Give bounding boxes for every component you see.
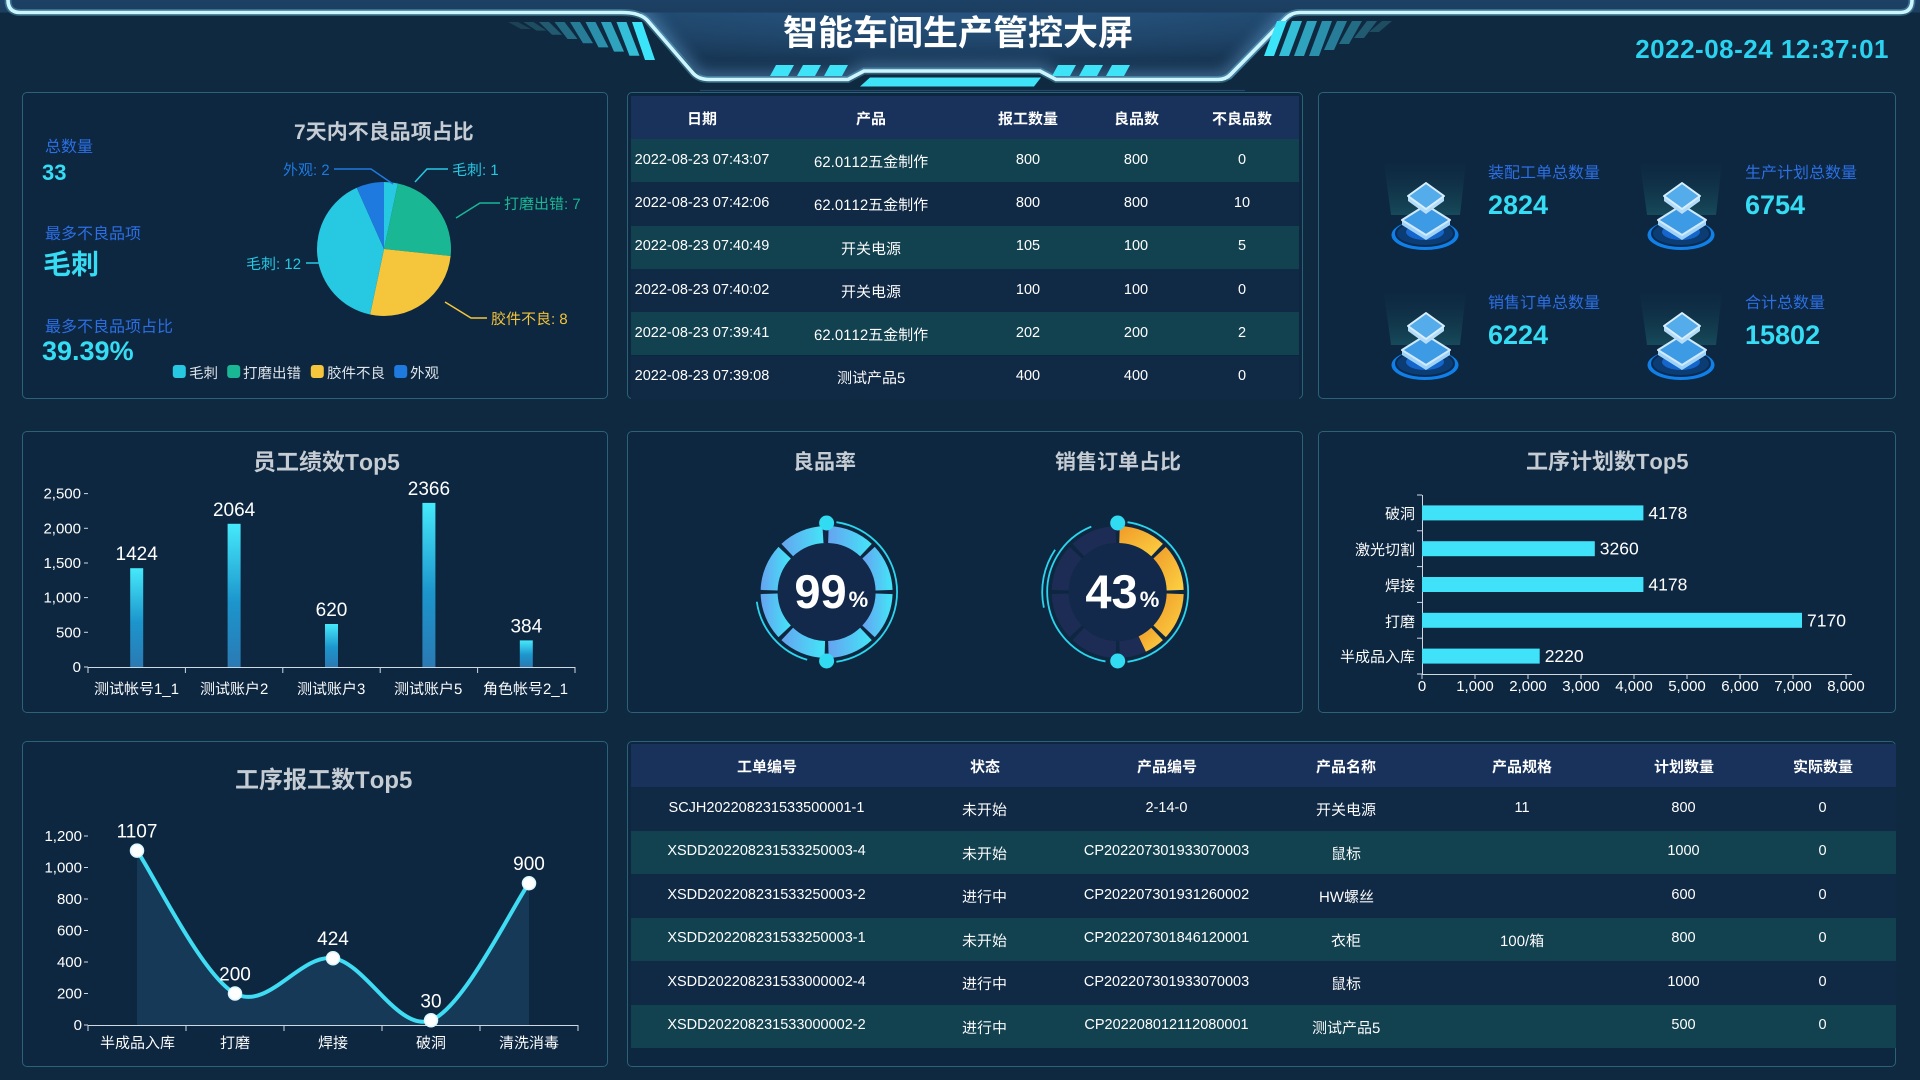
svg-text:3,000: 3,000 [1562, 678, 1600, 695]
svg-text:6,000: 6,000 [1721, 678, 1759, 695]
svg-text:500: 500 [56, 624, 81, 641]
svg-text:800: 800 [57, 891, 82, 908]
svg-text:%: % [849, 587, 869, 612]
svg-text:8,000: 8,000 [1827, 678, 1865, 695]
svg-text:3260: 3260 [1600, 539, 1639, 559]
svg-text:424: 424 [317, 929, 349, 950]
svg-text:2064: 2064 [213, 500, 256, 521]
svg-text:4,000: 4,000 [1615, 678, 1653, 695]
svg-text:5,000: 5,000 [1668, 678, 1706, 695]
svg-text:2366: 2366 [408, 479, 450, 500]
svg-text:2,000: 2,000 [43, 520, 81, 537]
svg-text:2,500: 2,500 [43, 486, 81, 503]
svg-text:0: 0 [73, 659, 81, 676]
svg-text:%: % [1140, 587, 1160, 612]
svg-text:7170: 7170 [1807, 610, 1846, 630]
svg-text:400: 400 [57, 954, 82, 971]
svg-text:99: 99 [794, 565, 846, 618]
svg-text:600: 600 [57, 922, 82, 939]
svg-text:200: 200 [219, 965, 251, 986]
svg-text:1107: 1107 [117, 822, 158, 843]
svg-text:2,000: 2,000 [1509, 678, 1547, 695]
svg-text:4178: 4178 [1648, 503, 1687, 523]
svg-text:1,000: 1,000 [44, 859, 82, 876]
svg-text:1,000: 1,000 [1456, 678, 1494, 695]
svg-text:0: 0 [1418, 678, 1426, 695]
svg-text:7,000: 7,000 [1774, 678, 1812, 695]
svg-text:30: 30 [420, 991, 441, 1012]
svg-text:1,200: 1,200 [44, 828, 82, 845]
svg-text:43: 43 [1085, 565, 1137, 618]
svg-text:2220: 2220 [1545, 646, 1584, 666]
svg-text:1424: 1424 [116, 544, 159, 565]
svg-text:620: 620 [316, 600, 348, 621]
svg-text:1,000: 1,000 [43, 590, 81, 607]
svg-text:1,500: 1,500 [43, 555, 81, 572]
svg-text:384: 384 [510, 616, 542, 637]
svg-text:900: 900 [513, 854, 545, 875]
svg-text:200: 200 [57, 985, 82, 1002]
svg-text:4178: 4178 [1648, 575, 1687, 595]
svg-text:0: 0 [74, 1017, 82, 1034]
